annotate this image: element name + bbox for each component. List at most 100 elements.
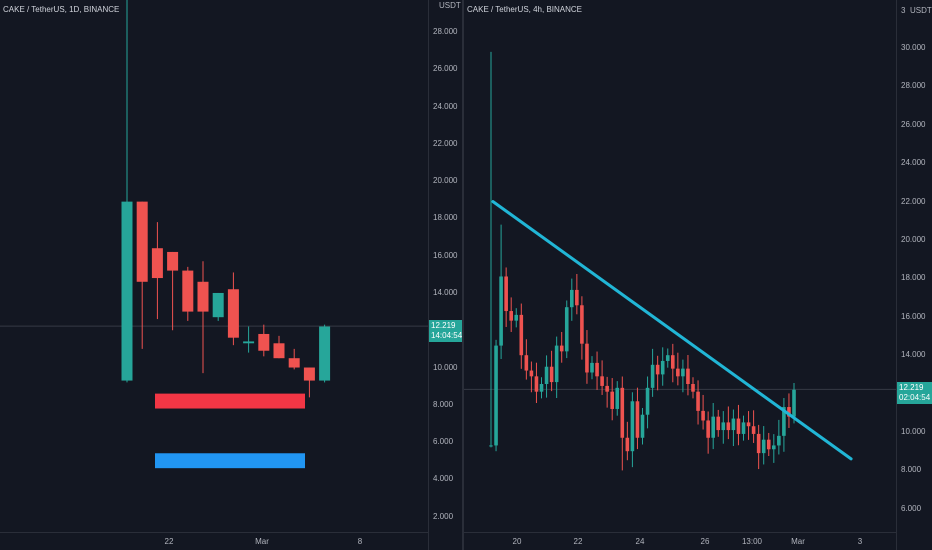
candle-body [605,385,609,392]
price-tick-label: 8.000 [901,465,922,475]
candle-body [655,364,660,375]
price-tick-label: 10.000 [433,362,458,372]
price-tick-label: 6.000 [901,503,922,513]
time-tick-label: 13:00 [741,537,763,546]
candle-body [721,422,726,431]
price-tick-label: 30.000 [901,43,926,52]
candle-body [620,387,625,438]
candle-body [772,445,776,450]
time-tick-label: 3 [857,537,863,546]
candle-body [494,345,498,446]
candle-body [288,358,300,368]
price-tick-label: 28.000 [433,27,458,36]
time-tick-label: 24 [635,537,645,546]
candle-body [529,370,534,377]
price-tick-label: 18.000 [433,213,458,223]
price-tick-label: 26.000 [901,119,926,129]
candle-body [544,366,549,384]
candle-body [182,270,194,312]
candle-body [243,341,255,344]
candle-body [741,422,746,434]
candle-body [615,387,620,409]
time-axis-border [464,532,896,533]
daily-candlestick-chart[interactable] [0,0,462,550]
candle-body [197,281,209,312]
candle-body [665,355,670,361]
price-tick-label: 14.000 [433,287,458,297]
price-tick-label: 10.000 [901,427,926,436]
bar-countdown: 14:04:54 [431,331,463,340]
price-tick-label: 2.000 [433,511,454,521]
candle-body [554,345,559,383]
candle-body [756,433,761,454]
candle-body [751,426,756,434]
price-tick-label: 28.000 [901,81,926,91]
candle-body [696,391,700,411]
time-tick-label: 22 [164,537,174,546]
candle-body [489,445,493,447]
candle-body [595,362,599,377]
candle-body [777,435,781,446]
candle-body [640,414,645,438]
candle-body [676,368,680,377]
candle-body [681,368,685,377]
price-tick-label: 4.000 [433,474,454,484]
candle-body [761,439,766,454]
candle-body [686,368,690,384]
price-tick-label: 22.000 [433,138,458,148]
candle-body [303,367,315,381]
candle-body [650,364,655,388]
candle-body [635,401,640,438]
chart-panel-4h[interactable]: CAKE / TetherUS, 4h, BINANCE 3 USDT 30.0… [464,0,932,550]
time-tick-label: 8 [357,537,363,546]
candle-body [504,276,508,312]
target-zone [155,453,305,469]
candle-body [319,326,331,381]
price-tick-label: 16.000 [433,250,458,260]
candle-body [610,391,614,409]
candle-body [585,343,589,373]
price-tick-label: 24.000 [901,158,926,168]
candle-body [212,292,224,318]
chart-title: CAKE / TetherUS, 1D, BINANCE [3,5,120,14]
candle-body [524,355,529,371]
current-price-tag: 12.219 02:04:54 [897,382,932,404]
candle-body [792,389,796,417]
price-tick-label: 20.000 [901,235,926,244]
current-price-value: 12.219 [899,383,924,392]
price-tick-label: 24.000 [433,101,458,111]
candle-body [519,314,524,356]
candle-body [736,418,741,434]
price-tick-label: 14.000 [901,350,926,360]
candle-body [716,416,721,431]
candle-body [701,410,705,421]
candle-body [746,422,751,427]
price-tick-label: 6.000 [433,437,454,447]
candle-body [575,289,579,306]
candle-body [726,422,731,431]
price-tick-label: 20.000 [433,176,458,186]
candle-body [534,376,539,392]
candle-body [625,437,630,452]
candle-body [711,416,715,438]
candle-body [273,343,285,359]
candle-body [549,366,554,383]
price-tick-label: 22.000 [901,196,926,206]
candle-body [590,362,594,373]
time-tick-label: Mar [791,537,805,546]
candle-body [691,384,695,392]
time-tick-label: 26 [700,537,710,546]
4h-candlestick-chart[interactable] [464,0,932,550]
current-price-value: 12.219 [431,321,456,330]
candle-body [539,384,544,392]
candle-body [499,276,503,346]
panel-divider[interactable] [462,0,464,550]
descending-trendline [491,200,853,461]
bar-countdown: 02:04:54 [899,393,931,402]
candle-body [121,201,133,381]
chart-panel-daily[interactable]: CAKE / TetherUS, 1D, BINANCE USDT 28.000… [0,0,465,550]
candle-body [787,407,791,417]
price-axis-border [428,0,429,550]
scale-marker: 3 [901,6,906,15]
time-tick-label: 20 [512,537,522,546]
